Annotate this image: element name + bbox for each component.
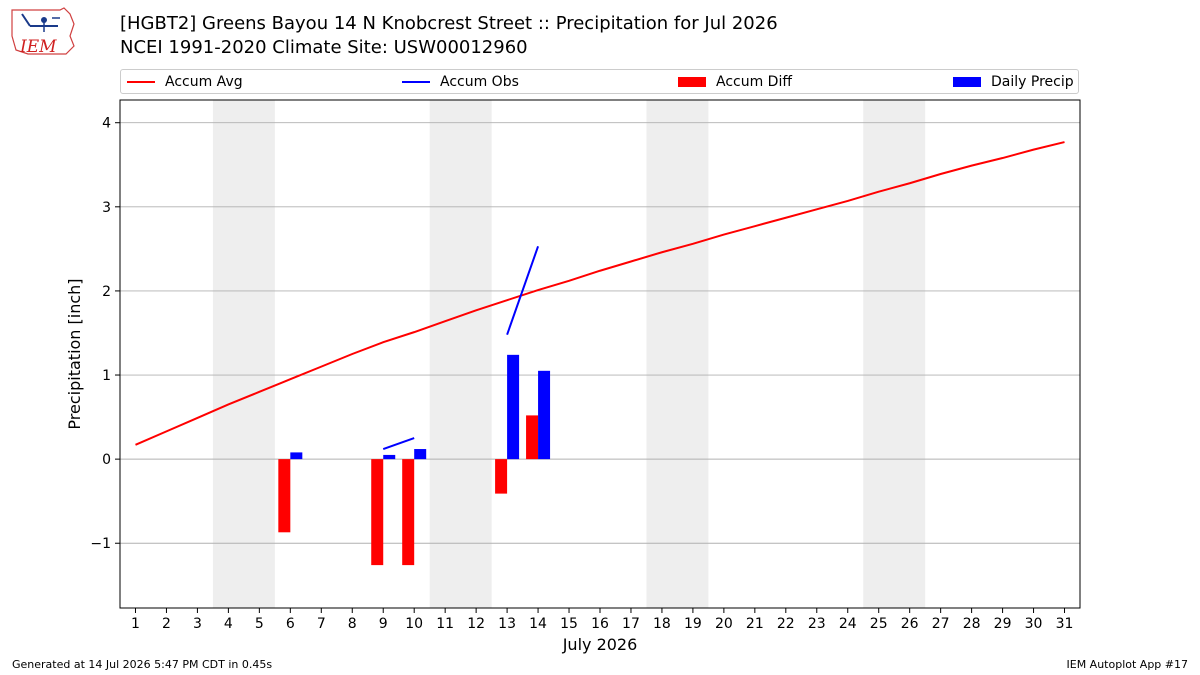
weekend-shade-4 <box>863 100 926 608</box>
legend-accum-avg: Accum Avg <box>127 70 243 93</box>
legend-label-accum-diff: Accum Diff <box>716 73 793 90</box>
footer-app: IEM Autoplot App #17 <box>1066 658 1189 671</box>
chart-subtitle: NCEI 1991-2020 Climate Site: USW00012960 <box>120 37 528 58</box>
x-tick-label-7: 7 <box>317 616 326 632</box>
x-tick-label-14: 14 <box>529 616 547 632</box>
legend-swatch-accum-obs <box>402 80 430 83</box>
x-tick-label-27: 27 <box>932 616 950 632</box>
footer-generated: Generated at 14 Jul 2026 5:47 PM CDT in … <box>12 658 273 671</box>
legend: Accum Avg Accum Obs Accum Diff Daily Pre… <box>120 69 1079 94</box>
bar-daily-precip-day-14 <box>538 370 551 460</box>
legend-accum-diff: Accum Diff <box>678 70 792 93</box>
y-tick-label-2: 1 <box>102 368 111 384</box>
x-tick-label-29: 29 <box>994 616 1012 632</box>
x-tick-label-16: 16 <box>591 616 609 632</box>
bar-accum-diff-day-14 <box>526 415 539 460</box>
x-tick-label-25: 25 <box>870 616 888 632</box>
x-tick-label-23: 23 <box>808 616 826 632</box>
y-tick-label-4: 3 <box>102 200 111 216</box>
legend-swatch-accum-avg <box>127 80 155 83</box>
series-line-accum-obs-1 <box>382 437 415 450</box>
bar-accum-diff-day-13 <box>495 459 508 494</box>
legend-label-daily-precip: Daily Precip <box>991 73 1074 90</box>
bar-daily-precip-day-6 <box>290 452 303 460</box>
bar-accum-diff-day-9 <box>371 459 384 566</box>
legend-accum-obs: Accum Obs <box>402 70 519 93</box>
x-tick-label-9: 9 <box>379 616 388 632</box>
bar-daily-precip-day-10 <box>414 449 427 460</box>
x-tick-label-5: 5 <box>255 616 264 632</box>
x-tick-label-6: 6 <box>286 616 295 632</box>
x-tick-label-19: 19 <box>684 616 702 632</box>
legend-label-accum-obs: Accum Obs <box>440 73 519 90</box>
y-tick-label-1: 0 <box>102 452 111 468</box>
weekend-shade-2 <box>429 100 492 608</box>
x-tick-label-10: 10 <box>405 616 423 632</box>
y-tick-label-0: −1 <box>90 536 111 552</box>
x-tick-label-11: 11 <box>436 616 454 632</box>
bar-daily-precip-day-9 <box>383 454 396 460</box>
x-tick-label-30: 30 <box>1025 616 1043 632</box>
x-tick-label-2: 2 <box>162 616 171 632</box>
x-tick-label-20: 20 <box>715 616 733 632</box>
iem-logo: IEM <box>11 7 75 57</box>
bar-accum-diff-day-10 <box>402 459 415 566</box>
x-tick-label-26: 26 <box>901 616 919 632</box>
x-tick-label-22: 22 <box>777 616 795 632</box>
y-axis-label: Precipitation [inch] <box>65 278 84 429</box>
svg-text:IEM: IEM <box>19 37 57 57</box>
x-tick-label-18: 18 <box>653 616 671 632</box>
x-tick-label-28: 28 <box>963 616 981 632</box>
bar-daily-precip-day-13 <box>507 354 520 460</box>
x-tick-label-21: 21 <box>746 616 764 632</box>
legend-daily-precip: Daily Precip <box>953 70 1074 93</box>
x-tick-label-31: 31 <box>1056 616 1074 632</box>
x-tick-label-4: 4 <box>224 616 233 632</box>
weekend-shade-1 <box>212 100 275 608</box>
series-line-accum-obs-2 <box>506 246 540 335</box>
y-tick-label-5: 4 <box>102 116 111 132</box>
x-tick-label-1: 1 <box>131 616 140 632</box>
legend-swatch-daily-precip <box>953 76 981 87</box>
legend-label-accum-avg: Accum Avg <box>165 73 243 90</box>
x-tick-label-12: 12 <box>467 616 485 632</box>
x-tick-label-8: 8 <box>348 616 357 632</box>
x-axis-label: July 2026 <box>562 635 638 654</box>
x-tick-label-24: 24 <box>839 616 857 632</box>
x-tick-label-15: 15 <box>560 616 578 632</box>
y-tick-label-3: 2 <box>102 284 111 300</box>
legend-swatch-accum-diff <box>678 76 706 87</box>
x-tick-label-13: 13 <box>498 616 516 632</box>
x-tick-label-17: 17 <box>622 616 640 632</box>
x-tick-label-3: 3 <box>193 616 202 632</box>
weekend-shade-3 <box>646 100 709 608</box>
chart-title: [HGBT2] Greens Bayou 14 N Knobcrest Stre… <box>120 13 778 34</box>
bar-accum-diff-day-6 <box>278 459 291 533</box>
series-line-accum-avg <box>135 141 1065 446</box>
